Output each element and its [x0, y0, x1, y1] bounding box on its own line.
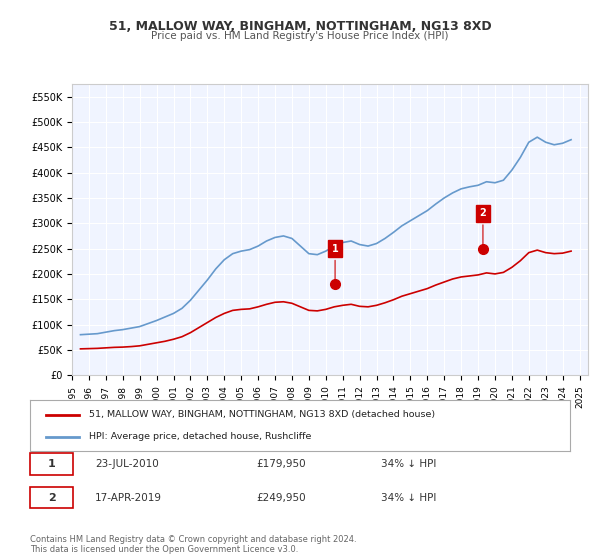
- Text: £249,950: £249,950: [257, 492, 307, 502]
- Text: 51, MALLOW WAY, BINGHAM, NOTTINGHAM, NG13 8XD: 51, MALLOW WAY, BINGHAM, NOTTINGHAM, NG1…: [109, 20, 491, 32]
- Text: £179,950: £179,950: [257, 459, 307, 469]
- Text: 1: 1: [332, 244, 338, 281]
- FancyBboxPatch shape: [30, 487, 73, 508]
- Text: 23-JUL-2010: 23-JUL-2010: [95, 459, 158, 469]
- Text: 2: 2: [479, 208, 487, 246]
- Text: Price paid vs. HM Land Registry's House Price Index (HPI): Price paid vs. HM Land Registry's House …: [151, 31, 449, 41]
- Text: HPI: Average price, detached house, Rushcliffe: HPI: Average price, detached house, Rush…: [89, 432, 312, 441]
- Text: Contains HM Land Registry data © Crown copyright and database right 2024.
This d: Contains HM Land Registry data © Crown c…: [30, 535, 356, 554]
- FancyBboxPatch shape: [30, 453, 73, 475]
- Text: 51, MALLOW WAY, BINGHAM, NOTTINGHAM, NG13 8XD (detached house): 51, MALLOW WAY, BINGHAM, NOTTINGHAM, NG1…: [89, 410, 436, 419]
- Text: 17-APR-2019: 17-APR-2019: [95, 492, 162, 502]
- Text: 34% ↓ HPI: 34% ↓ HPI: [381, 492, 436, 502]
- Text: 1: 1: [48, 459, 55, 469]
- Text: 2: 2: [48, 492, 55, 502]
- Text: 34% ↓ HPI: 34% ↓ HPI: [381, 459, 436, 469]
